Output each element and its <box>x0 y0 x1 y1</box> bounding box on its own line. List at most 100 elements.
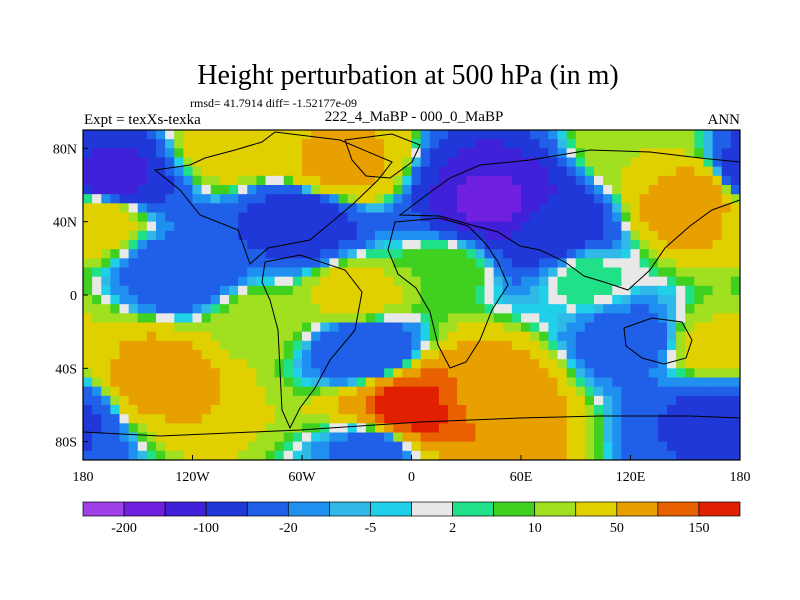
field-cell <box>238 331 248 342</box>
field-cell <box>110 258 121 269</box>
field-cell <box>265 386 276 397</box>
field-cell <box>557 267 568 278</box>
field-cell <box>466 276 476 287</box>
field-cell <box>265 166 276 177</box>
field-cell <box>429 395 440 406</box>
field-cell <box>457 212 467 223</box>
field-cell <box>210 166 221 177</box>
field-cell <box>584 386 595 397</box>
field-cell <box>712 157 723 168</box>
field-cell <box>457 221 467 232</box>
field-cell <box>329 414 340 424</box>
field-cell <box>265 441 276 452</box>
field-cell <box>156 340 166 351</box>
field-cell <box>201 350 212 360</box>
field-cell <box>302 258 312 269</box>
field-cell <box>621 386 632 397</box>
y-tick-label: 0 <box>70 289 77 304</box>
y-tick-label: 80S <box>55 436 77 451</box>
field-cell <box>548 395 559 406</box>
field-cell <box>648 285 659 296</box>
field-cell <box>530 130 540 140</box>
field-cell <box>265 322 276 333</box>
field-cell <box>311 230 321 241</box>
field-cell <box>475 148 486 159</box>
field-cell <box>630 203 641 214</box>
field-cell <box>210 157 221 168</box>
field-cell <box>667 212 677 223</box>
field-cell <box>521 340 531 351</box>
field-cell <box>402 423 413 434</box>
x-tick-label: 60E <box>510 470 533 485</box>
field-cell <box>621 139 632 149</box>
field-cell <box>365 441 376 452</box>
field-cell <box>119 377 130 388</box>
field-cell <box>402 285 413 296</box>
field-cell <box>174 212 184 223</box>
field-cell <box>201 148 212 159</box>
field-cell <box>466 166 476 177</box>
field-cell <box>420 249 431 259</box>
field-cell <box>493 166 504 177</box>
field-cell <box>256 405 267 415</box>
field-cell <box>484 450 495 460</box>
field-cell <box>557 322 568 333</box>
field-cell <box>712 139 723 149</box>
field-cell <box>156 258 166 269</box>
field-cell <box>192 395 203 406</box>
field-cell <box>466 157 476 168</box>
field-cell <box>630 148 641 159</box>
field-cell <box>292 377 303 388</box>
field-cell <box>156 322 166 333</box>
field-cell <box>511 331 522 342</box>
field-cell <box>539 377 549 388</box>
field-cell <box>566 212 577 223</box>
field-cell <box>539 249 549 259</box>
field-cell <box>375 295 385 305</box>
field-cell <box>92 130 102 140</box>
field-cell <box>694 148 705 159</box>
field-cell <box>302 276 312 287</box>
field-cell <box>575 368 586 379</box>
field-cell <box>612 148 622 159</box>
field-cell <box>621 230 632 241</box>
field-cell <box>165 175 175 186</box>
field-cell <box>311 414 321 424</box>
field-cell <box>493 249 504 259</box>
field-cell <box>256 148 267 159</box>
field-cell <box>146 185 157 195</box>
field-cell <box>466 304 476 314</box>
field-cell <box>612 285 622 296</box>
field-cell <box>502 185 513 195</box>
field-cell <box>566 285 577 296</box>
x-tick-label: 180 <box>730 470 751 485</box>
field-cell <box>347 405 358 415</box>
field-cell <box>438 313 449 324</box>
field-cell <box>101 185 111 195</box>
field-cell <box>548 304 559 314</box>
field-cell <box>302 249 312 259</box>
field-cell <box>420 304 431 314</box>
field-cell <box>338 350 349 360</box>
field-cell <box>292 258 303 269</box>
field-cell <box>639 368 650 379</box>
field-cell <box>594 185 604 195</box>
field-cell <box>247 313 257 324</box>
field-cell <box>575 386 586 397</box>
field-cell <box>448 203 458 214</box>
field-cell <box>694 185 705 195</box>
field-cell <box>402 340 413 351</box>
field-cell <box>192 203 203 214</box>
field-cell <box>292 221 303 232</box>
field-cell <box>247 240 257 250</box>
field-cell <box>256 157 267 168</box>
field-cell <box>694 221 705 232</box>
field-cell <box>338 194 349 204</box>
field-cell <box>338 166 349 177</box>
field-cell <box>466 212 476 223</box>
field-cell <box>210 203 221 214</box>
field-cell <box>83 441 93 452</box>
field-cell <box>137 175 148 186</box>
field-cell <box>265 230 276 241</box>
field-cell <box>238 450 248 460</box>
